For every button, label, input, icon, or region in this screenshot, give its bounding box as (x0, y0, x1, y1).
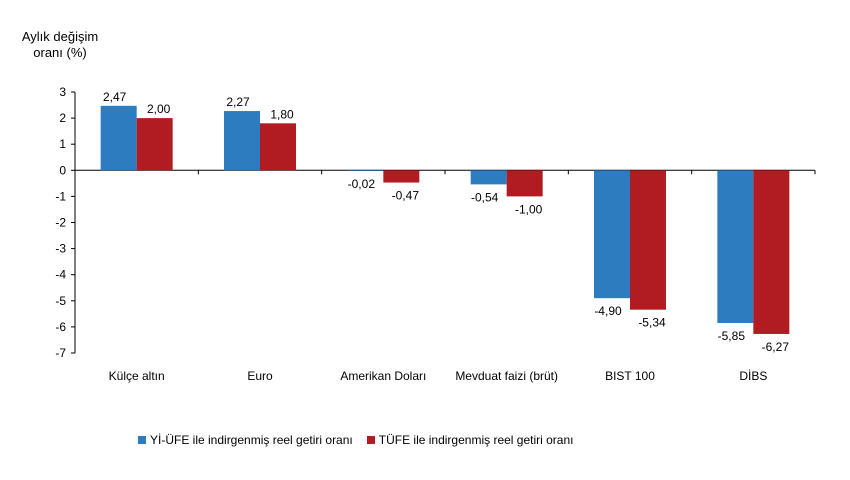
bar-yiufe (224, 111, 260, 171)
bar-tufe (383, 170, 420, 183)
legend-label-yiufe: Yİ-ÜFE ile indirgenmiş reel getiri oranı (150, 433, 353, 447)
bar-yiufe (100, 105, 137, 171)
data-label: -0,02 (348, 177, 376, 191)
y-tick-label: -6 (55, 320, 66, 334)
y-axis-title-line1: Aylık değişim (21, 29, 99, 44)
y-tick-label: 2 (59, 111, 66, 125)
y-tick-label: -7 (55, 346, 66, 360)
bar-yiufe (717, 170, 754, 323)
bar-tufe (630, 170, 666, 310)
y-tick-label: -2 (55, 216, 66, 230)
legend-label-tufe: TÜFE ile indirgenmiş reel getiri oranı (378, 433, 574, 447)
data-label: 2,27 (226, 95, 250, 109)
y-tick-label: -3 (55, 242, 66, 256)
legend-item-yiufe: Yİ-ÜFE ile indirgenmiş reel getiri oranı (138, 433, 353, 447)
bar-tufe (753, 170, 790, 334)
data-label: -5,34 (638, 316, 666, 330)
x-category-label: Külçe altın (109, 369, 165, 383)
x-category-label: Euro (247, 369, 273, 383)
y-axis-title: Aylık değişim oranı (%) (10, 29, 110, 61)
data-label: 2,47 (103, 90, 127, 104)
data-label: 1,80 (270, 107, 294, 121)
legend-item-tufe: TÜFE ile indirgenmiş reel getiri oranı (366, 433, 574, 447)
bar-yiufe (470, 170, 507, 185)
y-tick-label: 0 (59, 163, 66, 177)
bar-yiufe (594, 170, 630, 299)
data-label: 2,00 (147, 102, 171, 116)
y-tick-label: -5 (55, 294, 66, 308)
bar-tufe (506, 170, 543, 197)
bar-tufe (136, 118, 173, 171)
data-label: -0,47 (392, 189, 420, 203)
data-label: -4,90 (594, 304, 622, 318)
data-label: -6,27 (762, 340, 790, 354)
y-tick-label: 3 (59, 85, 66, 99)
x-category-label: Amerikan Doları (340, 369, 426, 383)
y-tick-label: 1 (59, 137, 66, 151)
legend-swatch-yiufe (138, 436, 146, 444)
data-label: -0,54 (471, 190, 499, 204)
x-category-label: DİBS (739, 369, 767, 383)
y-axis-title-line2: oranı (%) (33, 45, 87, 60)
y-tick-label: -4 (55, 268, 66, 282)
x-category-label: Mevduat faizi (brüt) (455, 369, 558, 383)
bar-yiufe (347, 170, 384, 171)
legend-swatch-tufe (366, 436, 375, 444)
data-label: -1,00 (515, 202, 543, 216)
y-tick-label: -1 (55, 189, 66, 203)
data-label: -5,85 (718, 329, 746, 343)
legend: Yİ-ÜFE ile indirgenmiş reel getiri oranı… (138, 433, 588, 447)
x-category-label: BIST 100 (605, 369, 655, 383)
bar-tufe (260, 123, 296, 171)
